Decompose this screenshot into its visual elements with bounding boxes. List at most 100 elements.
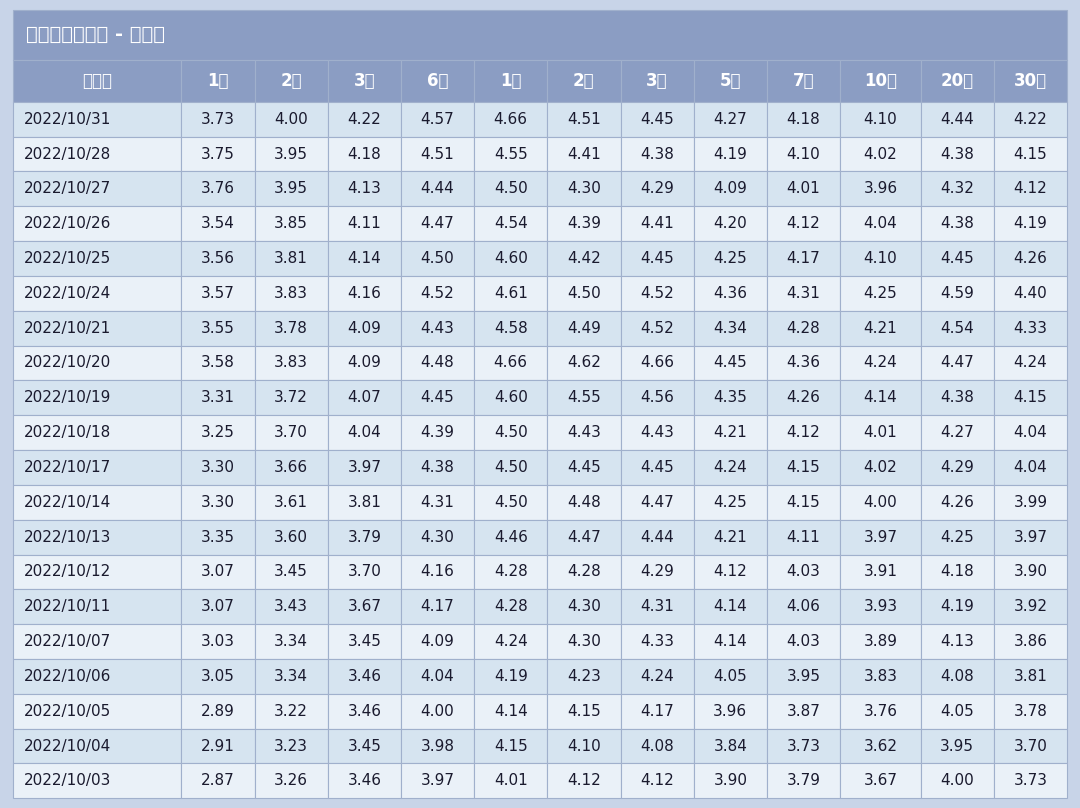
Bar — [181, 381, 255, 415]
Text: 4.36: 4.36 — [713, 286, 747, 301]
Bar — [920, 659, 994, 694]
Text: 4.28: 4.28 — [494, 600, 528, 614]
Text: 4.38: 4.38 — [941, 390, 974, 406]
Bar — [327, 415, 401, 450]
Text: 3.70: 3.70 — [274, 425, 308, 440]
Text: 3.46: 3.46 — [348, 669, 381, 684]
Bar — [474, 60, 548, 102]
Text: 2022/10/14: 2022/10/14 — [24, 494, 111, 510]
Bar — [840, 624, 920, 659]
Text: 4.39: 4.39 — [420, 425, 455, 440]
Text: 4.24: 4.24 — [494, 634, 528, 649]
Bar — [994, 102, 1067, 137]
Bar — [401, 450, 474, 485]
Bar — [920, 764, 994, 798]
Bar — [181, 346, 255, 381]
Text: 1年: 1年 — [500, 72, 522, 90]
Text: 2022/10/28: 2022/10/28 — [24, 146, 111, 162]
Bar — [621, 276, 693, 311]
Bar — [767, 311, 840, 346]
Bar — [548, 764, 621, 798]
Text: 4.24: 4.24 — [640, 669, 674, 684]
Bar — [920, 381, 994, 415]
Text: 4.62: 4.62 — [567, 356, 600, 371]
Text: 4.09: 4.09 — [714, 181, 747, 196]
Bar — [840, 415, 920, 450]
Text: 3.79: 3.79 — [348, 529, 381, 545]
Bar — [13, 276, 181, 311]
Text: 3.07: 3.07 — [201, 565, 234, 579]
Bar — [920, 520, 994, 554]
Text: 4.18: 4.18 — [786, 112, 821, 127]
Bar — [548, 729, 621, 764]
Bar — [994, 485, 1067, 520]
Bar — [693, 729, 767, 764]
Text: 3.89: 3.89 — [863, 634, 897, 649]
Text: 3.07: 3.07 — [201, 600, 234, 614]
Text: 4.29: 4.29 — [640, 565, 674, 579]
Bar — [181, 311, 255, 346]
Text: 4.17: 4.17 — [786, 251, 821, 266]
Bar — [693, 206, 767, 241]
Text: 4.45: 4.45 — [640, 251, 674, 266]
Bar — [255, 624, 327, 659]
Text: 4.22: 4.22 — [1013, 112, 1048, 127]
Text: 4.01: 4.01 — [864, 425, 897, 440]
Bar — [401, 520, 474, 554]
Bar — [767, 346, 840, 381]
Text: 3.46: 3.46 — [348, 704, 381, 719]
Text: 4.47: 4.47 — [941, 356, 974, 371]
Bar — [327, 729, 401, 764]
Bar — [327, 206, 401, 241]
Bar — [693, 102, 767, 137]
Text: 2022/10/31: 2022/10/31 — [24, 112, 111, 127]
Text: 4.46: 4.46 — [494, 529, 528, 545]
Text: 4.18: 4.18 — [348, 146, 381, 162]
Bar — [920, 554, 994, 589]
Text: 4.03: 4.03 — [786, 565, 821, 579]
Text: 4.24: 4.24 — [864, 356, 897, 371]
Bar — [13, 241, 181, 276]
Text: 4.02: 4.02 — [864, 146, 897, 162]
Bar — [401, 764, 474, 798]
Text: 4.06: 4.06 — [786, 600, 821, 614]
Text: 3.85: 3.85 — [274, 217, 308, 231]
Bar — [548, 381, 621, 415]
Text: 4.28: 4.28 — [494, 565, 528, 579]
Bar — [181, 171, 255, 206]
Text: 4.04: 4.04 — [1013, 460, 1048, 475]
Bar — [840, 450, 920, 485]
Text: 4.15: 4.15 — [494, 739, 528, 754]
Text: 4.09: 4.09 — [348, 356, 381, 371]
Text: 4.24: 4.24 — [714, 460, 747, 475]
Text: 4.28: 4.28 — [567, 565, 600, 579]
Bar — [920, 241, 994, 276]
Bar — [548, 624, 621, 659]
Text: 3.93: 3.93 — [863, 600, 897, 614]
Bar — [548, 554, 621, 589]
Text: 4.38: 4.38 — [420, 460, 455, 475]
Text: 4.48: 4.48 — [567, 494, 600, 510]
Text: 4.00: 4.00 — [941, 773, 974, 789]
Bar — [548, 450, 621, 485]
Bar — [840, 694, 920, 729]
Text: 4.60: 4.60 — [494, 390, 528, 406]
Text: 2年: 2年 — [573, 72, 595, 90]
Bar — [767, 276, 840, 311]
Bar — [13, 102, 181, 137]
Bar — [327, 171, 401, 206]
Bar — [548, 694, 621, 729]
Bar — [327, 311, 401, 346]
Text: 3.55: 3.55 — [201, 321, 234, 335]
Text: 3.34: 3.34 — [274, 634, 308, 649]
Bar — [474, 137, 548, 171]
Bar — [13, 206, 181, 241]
Bar — [255, 554, 327, 589]
Bar — [13, 415, 181, 450]
Text: 4.22: 4.22 — [348, 112, 381, 127]
Bar — [255, 485, 327, 520]
Bar — [920, 729, 994, 764]
Text: 4.44: 4.44 — [640, 529, 674, 545]
Text: 4.02: 4.02 — [864, 460, 897, 475]
Text: 4.49: 4.49 — [567, 321, 600, 335]
